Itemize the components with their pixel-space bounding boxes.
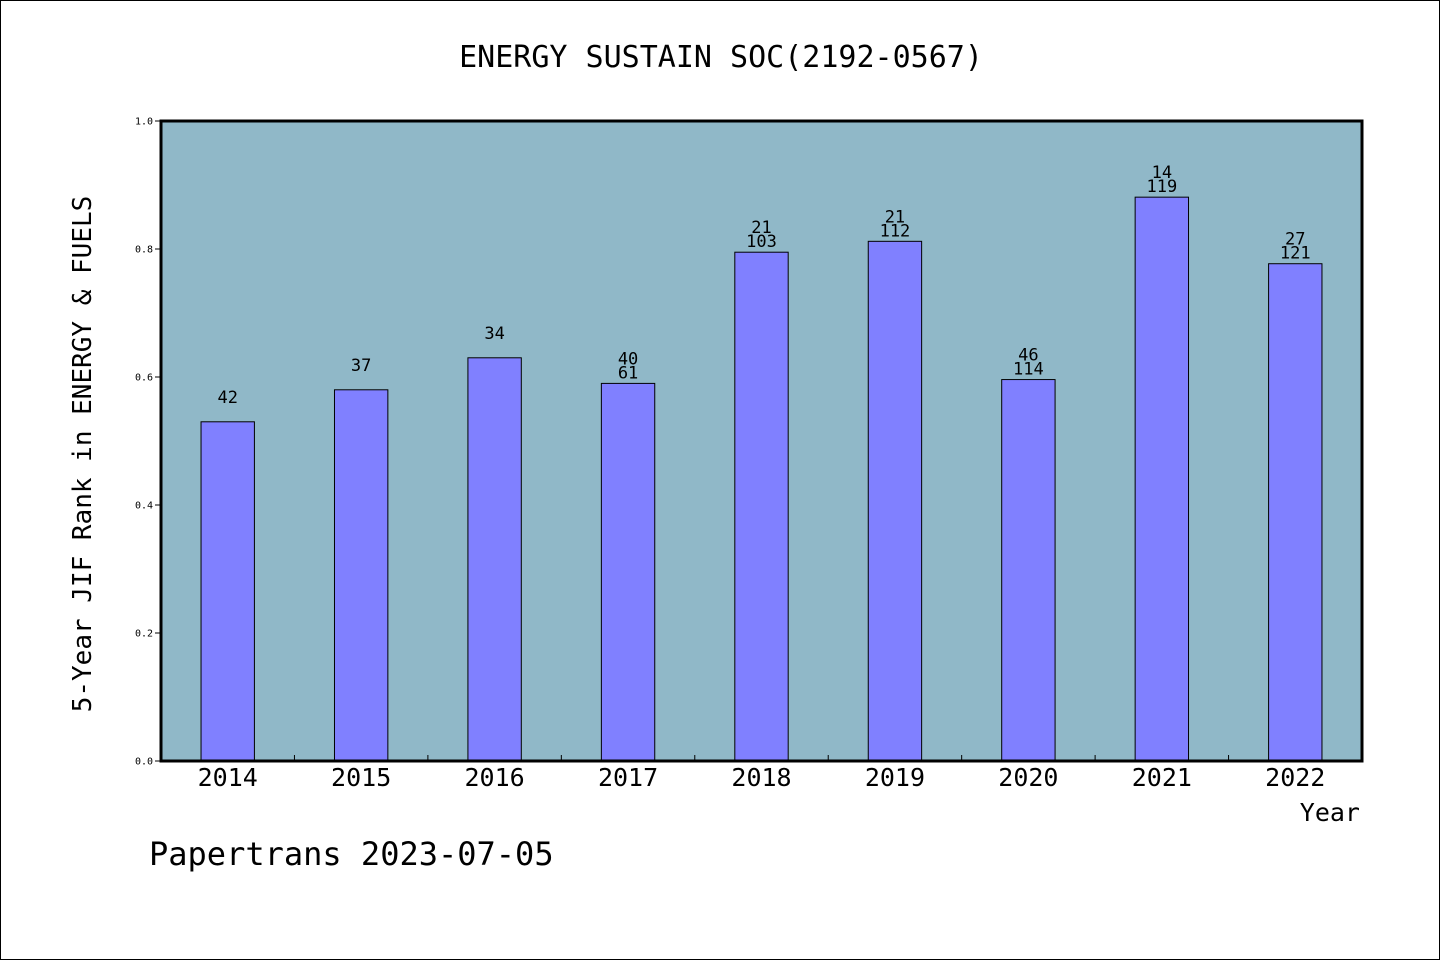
bar-label-rank: 21 [885, 207, 905, 227]
y-tick-label: 0.4 [135, 501, 153, 512]
x-tick-label: 2022 [1265, 763, 1325, 792]
x-tick-label: 2016 [465, 763, 525, 792]
x-tick-label: 2020 [998, 763, 1058, 792]
bar [867, 240, 923, 762]
bar-label-rank: 14 [1152, 163, 1172, 183]
bar-label-total: 119 [1146, 177, 1177, 197]
footer-note: Papertrans 2023-07-05 [149, 835, 554, 873]
bar [200, 421, 255, 762]
bar-label-rank: 21 [751, 218, 771, 238]
bar-label-rank: 34 [484, 324, 504, 344]
plot-border [159, 119, 1364, 763]
x-tick-label: 2018 [731, 763, 791, 792]
bar-label-total: 121 [1280, 244, 1311, 264]
y-tick-label: 0.8 [135, 245, 153, 256]
bar-label-total: 112 [880, 221, 911, 241]
chart-title: ENERGY SUSTAIN SOC(2192-0567) [459, 40, 983, 75]
y-axis-label: 5-Year JIF Rank in ENERGY & FUELS [68, 196, 98, 713]
x-axis-label: Year [1300, 798, 1360, 827]
bar [1001, 379, 1056, 762]
bar-label-rank: 46 [1018, 346, 1038, 366]
bar-label-rank: 40 [618, 349, 638, 369]
x-tick-label: 2021 [1132, 763, 1192, 792]
x-tick-label: 2017 [598, 763, 658, 792]
x-tick-label: 2014 [198, 763, 258, 792]
y-tick-label: 0.2 [135, 629, 153, 640]
y-tick-label: 0.0 [135, 757, 153, 768]
x-tick-label: 2019 [865, 763, 925, 792]
bar-label-total: 103 [746, 232, 777, 252]
bar [1134, 196, 1190, 762]
bar [734, 251, 789, 762]
bar-label-rank: 27 [1285, 230, 1305, 250]
bar-label-total: 114 [1013, 360, 1044, 380]
bar-label-rank: 42 [217, 388, 237, 408]
x-axis: 2014 2015 2016 2017 2018 2019 2020 2021 2022 [198, 755, 1325, 792]
y-axis: 0.0 0.2 0.4 0.6 0.8 1.0 [135, 117, 161, 768]
bar-label-rank: 37 [351, 356, 371, 376]
bar [1268, 263, 1323, 762]
bars-group [200, 196, 1323, 762]
bar-label-total: 61 [618, 363, 638, 383]
bar [600, 382, 656, 762]
bar [467, 357, 522, 762]
x-tick-label: 2015 [331, 763, 391, 792]
bar [333, 389, 389, 762]
y-tick-label: 0.6 [135, 373, 153, 384]
y-tick-label: 1.0 [135, 117, 153, 128]
